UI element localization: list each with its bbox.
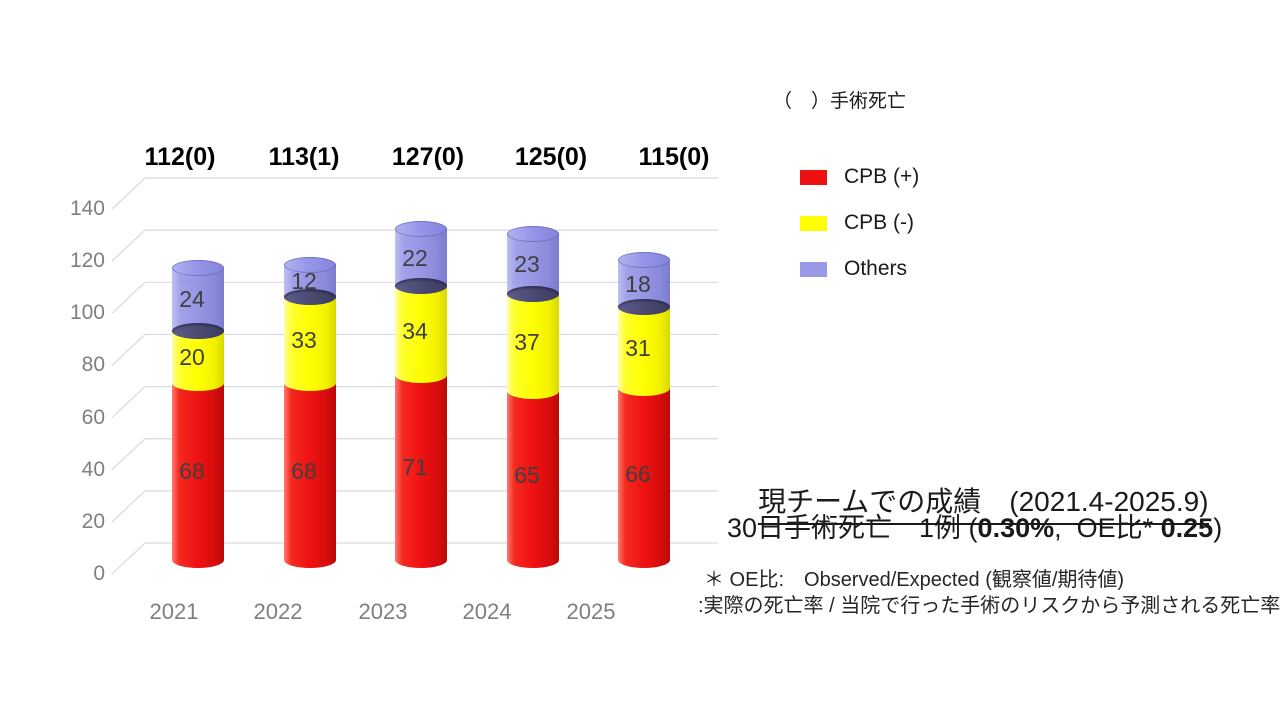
mortality-line-prefix: 30日手術死亡 1例 ( [727,513,978,543]
cylinder-joint-ellipse [284,288,336,305]
axis-depth-line [111,386,146,419]
y-tick-label: 120 [69,249,105,273]
oe-ratio-value: 0.25 [1160,513,1214,543]
x-category-label: 2025 [566,599,616,624]
legend-swatch-red [800,169,827,185]
bar-segment-CPB- [284,296,336,391]
x-category-label: 2023 [358,599,408,624]
axis-depth-line [111,542,146,575]
axis-depth-line [111,334,146,366]
axis-depth-line [111,177,146,210]
mortality-line-suffix: ) [1213,513,1223,543]
y-tick-label: 20 [81,509,105,533]
mortality-rate-value: 0.30% [977,513,1055,543]
legend-item-others: Others [800,257,907,281]
bar-segment-CPB- [618,307,670,396]
total-label: 125(0) [514,143,588,171]
y-tick-label: 140 [69,197,105,221]
segment-value-label: 18 [625,270,651,297]
cylinder-joint-ellipse [395,278,447,295]
segment-value-label: 31 [625,334,651,361]
segment-value-label: 68 [291,458,317,485]
y-tick-label: 100 [69,301,105,325]
bar-segment-CPB- [507,294,559,399]
bar-segment-CPB+ [395,374,447,568]
segment-value-label: 37 [514,329,540,356]
segment-value-label: 66 [625,460,651,487]
segment-value-label: 20 [179,343,205,370]
segment-value-label: 22 [402,244,428,271]
y-tick-label: 80 [81,353,105,377]
cylinder-top-cap [618,252,670,269]
y-tick-label: 0 [93,562,105,585]
results-title-text: 現チームでの成績 (2021.4-2025.9) [758,480,1209,525]
x-category-label: 2024 [462,599,512,624]
cylinder-joint-ellipse [507,286,559,303]
legend-swatch-blue [800,261,827,277]
cylinder-joint-ellipse [172,322,224,339]
x-category-label: 2022 [253,599,303,624]
cylinder-top-cap [507,226,559,243]
segment-value-label: 23 [514,251,540,278]
cylinder-top-cap [284,257,336,274]
cylinder-joint-ellipse [618,299,670,316]
axis-depth-line [111,229,146,262]
segment-value-label: 71 [402,454,428,481]
segment-value-label: 24 [179,286,205,313]
bar-segment-CPB+ [507,390,559,568]
segment-value-label: 68 [179,458,205,485]
oe-footnote-definition: ＊ OE比: Observed/Expected (観察値/期待値) [704,569,1125,591]
legend-label: CPB (+) [844,165,920,188]
legend-item-cpb-plus: CPB (+) [800,165,919,189]
segment-value-label: 65 [514,462,540,489]
mortality-line-mid: , OE比* [1054,513,1161,543]
axis-depth-line [111,490,146,523]
y-tick-label: 40 [81,457,105,481]
mortality-line: 30日手術死亡 1例 (0.30%, OE比* 0.25) [727,506,1222,545]
oe-footnote-explanation: :実際の死亡率 / 当院で行った手術のリスクから予測される死亡率 [698,595,1280,617]
y-tick-label: 60 [81,405,105,429]
cylinder-top-cap [172,260,224,277]
legend-swatch-yellow [800,215,827,231]
segment-value-label: 34 [402,317,428,344]
segment-value-label: 33 [291,326,317,353]
legend-note: （ ）手術死亡 [773,91,907,112]
cylinder-top-cap [395,220,447,237]
results-title: 現チームでの成績 (2021.4-2025.9) [727,448,1209,557]
bar-segment-CPB- [172,330,224,391]
x-category-label: 2021 [149,599,199,624]
bar-segment-CPB- [395,286,447,383]
bar-segment-CPB+ [172,382,224,568]
axis-depth-line [111,281,146,314]
total-label: 113(1) [268,143,340,171]
total-label: 115(0) [638,143,710,171]
bar-segment-CPB+ [284,382,336,568]
bar-segment-CPB+ [618,387,670,568]
axis-depth-line [111,438,146,471]
legend-label: CPB (-) [844,211,914,234]
segment-value-label: 12 [291,268,317,295]
legend-item-cpb-minus: CPB (-) [800,211,914,235]
total-label: 127(0) [391,143,465,171]
total-label: 112(0) [144,143,216,171]
legend-label: Others [844,257,908,280]
